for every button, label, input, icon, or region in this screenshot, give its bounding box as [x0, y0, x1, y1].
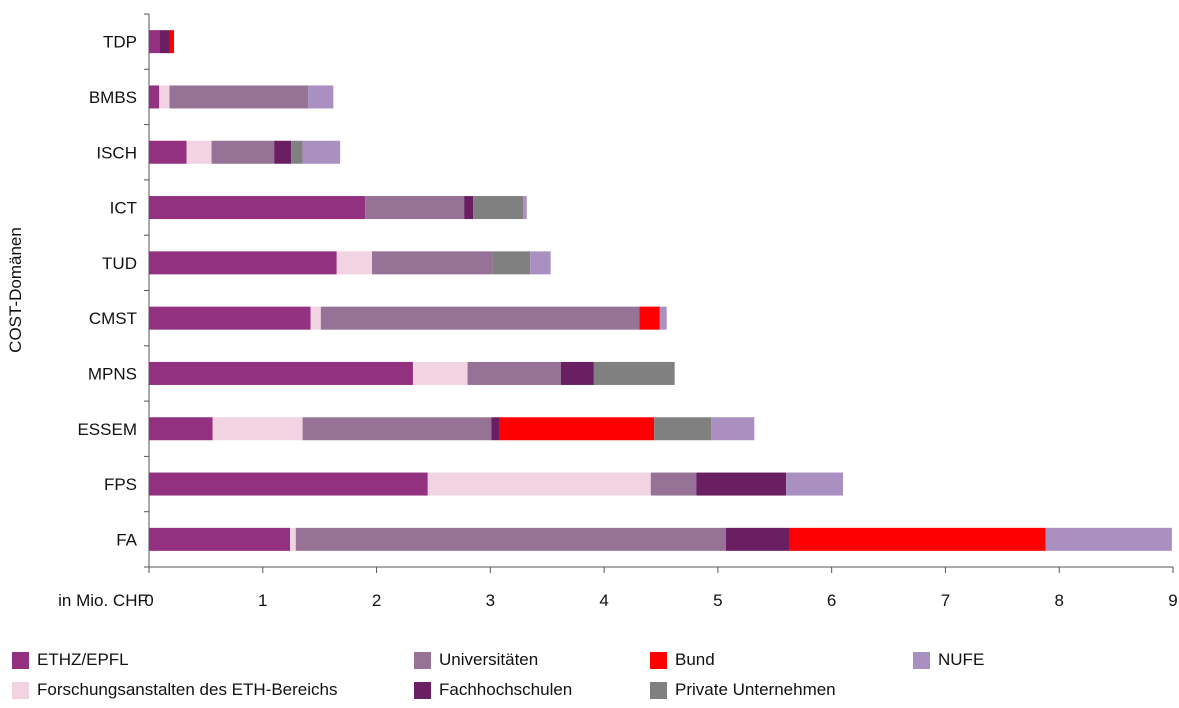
y-tick-label: BMBS	[89, 88, 137, 107]
bar-segment	[530, 251, 551, 275]
x-tick-label: 6	[827, 591, 836, 610]
bar-segment	[560, 361, 594, 385]
bar-segment	[302, 140, 341, 164]
bar-segment	[274, 140, 292, 164]
y-tick-label: MPNS	[88, 364, 137, 383]
bar-segment	[212, 417, 303, 441]
legend-swatch	[650, 681, 667, 699]
bar-segment	[372, 251, 493, 275]
bar-segment	[786, 472, 844, 496]
x-tick-label: 1	[258, 591, 267, 610]
chart-legend: ETHZ/EPFL Forschungsanstalten des ETH-Ber…	[0, 640, 1179, 708]
bar-segment	[290, 527, 296, 551]
legend-swatch	[650, 651, 667, 669]
bar-segment	[149, 30, 160, 54]
bar-segment	[659, 306, 667, 330]
bar-segment	[310, 306, 321, 330]
legend-item: Forschungsanstalten des ETH-Bereichs	[12, 678, 337, 702]
bar-segment	[789, 527, 1046, 551]
bar-segment	[336, 251, 373, 275]
legend-swatch	[414, 651, 431, 669]
legend-label: Forschungsanstalten des ETH-Bereichs	[37, 680, 338, 699]
bar-segment	[302, 417, 492, 441]
legend-swatch	[12, 681, 29, 699]
legend-swatch	[414, 681, 431, 699]
legend-swatch	[913, 651, 930, 669]
legend-label: NUFE	[938, 650, 985, 669]
bar-segment	[149, 472, 428, 496]
y-tick-label: TDP	[103, 33, 137, 52]
bar-segment	[149, 306, 311, 330]
legend-label: Universitäten	[439, 650, 539, 669]
x-tick-label: 2	[372, 591, 381, 610]
bar-segment	[149, 417, 213, 441]
bar-segment	[499, 417, 655, 441]
y-tick-label: ISCH	[96, 143, 137, 162]
bar-segment	[186, 140, 212, 164]
bar-segment	[467, 361, 561, 385]
bar-segment	[464, 196, 474, 220]
bar-segment	[149, 251, 337, 275]
bar-segment	[149, 361, 413, 385]
x-tick-label: 0	[144, 591, 153, 610]
bar-segment	[639, 306, 660, 330]
legend-item: Private Unternehmen	[650, 678, 836, 702]
legend-label: Fachhochschulen	[439, 680, 573, 699]
bar-segment	[412, 361, 468, 385]
bar-segment	[492, 251, 531, 275]
bar-segment	[473, 196, 524, 220]
x-tick-label: 8	[1054, 591, 1063, 610]
bar-segment	[654, 417, 712, 441]
bar-segment	[295, 527, 726, 551]
legend-item: Bund	[650, 648, 715, 672]
x-tick-label: 3	[486, 591, 495, 610]
x-axis-label: in Mio. CHF	[58, 591, 148, 610]
bar-segment	[211, 140, 275, 164]
y-tick-label: TUD	[102, 254, 137, 273]
bar-segment	[159, 85, 170, 109]
bar-segment	[169, 85, 309, 109]
bar-segment	[291, 140, 303, 164]
legend-item: ETHZ/EPFL	[12, 648, 129, 672]
bar-segment	[696, 472, 787, 496]
bar-segment	[149, 527, 291, 551]
bar-segment	[159, 30, 170, 54]
bar-segment	[427, 472, 651, 496]
bar-segment	[365, 196, 465, 220]
bar-segment	[149, 85, 160, 109]
legend-label: Bund	[675, 650, 715, 669]
x-tick-label: 4	[599, 591, 608, 610]
y-tick-label: ESSEM	[77, 420, 137, 439]
y-axis-title: COST-Domänen	[6, 227, 25, 353]
bar-segment	[169, 30, 175, 54]
x-tick-label: 9	[1168, 591, 1177, 610]
bar-segment	[711, 417, 755, 441]
y-tick-label: ICT	[110, 199, 137, 218]
legend-label: ETHZ/EPFL	[37, 650, 129, 669]
bar-segment	[308, 85, 334, 109]
bar-segment	[725, 527, 790, 551]
y-tick-label: CMST	[89, 309, 137, 328]
x-tick-label: 7	[941, 591, 950, 610]
stacked-bar-chart: TDP BMBS ISCH ICT TUD CMST MPNS ESSEM FPS FA 0 1 2 3 4…	[6, 13, 1178, 610]
bar-segment	[320, 306, 640, 330]
legend-label: Private Unternehmen	[675, 680, 836, 699]
legend-item: Universitäten	[414, 648, 538, 672]
bar-segment	[491, 417, 500, 441]
legend-item: NUFE	[913, 648, 984, 672]
x-tick-label: 5	[713, 591, 722, 610]
y-tick-label: FA	[116, 530, 137, 549]
bar-segment	[149, 196, 366, 220]
bar-segment	[593, 361, 675, 385]
y-tick-label: FPS	[104, 475, 137, 494]
bar-segment	[149, 140, 187, 164]
bar-segment	[523, 196, 527, 220]
legend-swatch	[12, 651, 29, 669]
bar-segment	[1045, 527, 1172, 551]
legend-item: Fachhochschulen	[414, 678, 572, 702]
bar-segment	[650, 472, 697, 496]
